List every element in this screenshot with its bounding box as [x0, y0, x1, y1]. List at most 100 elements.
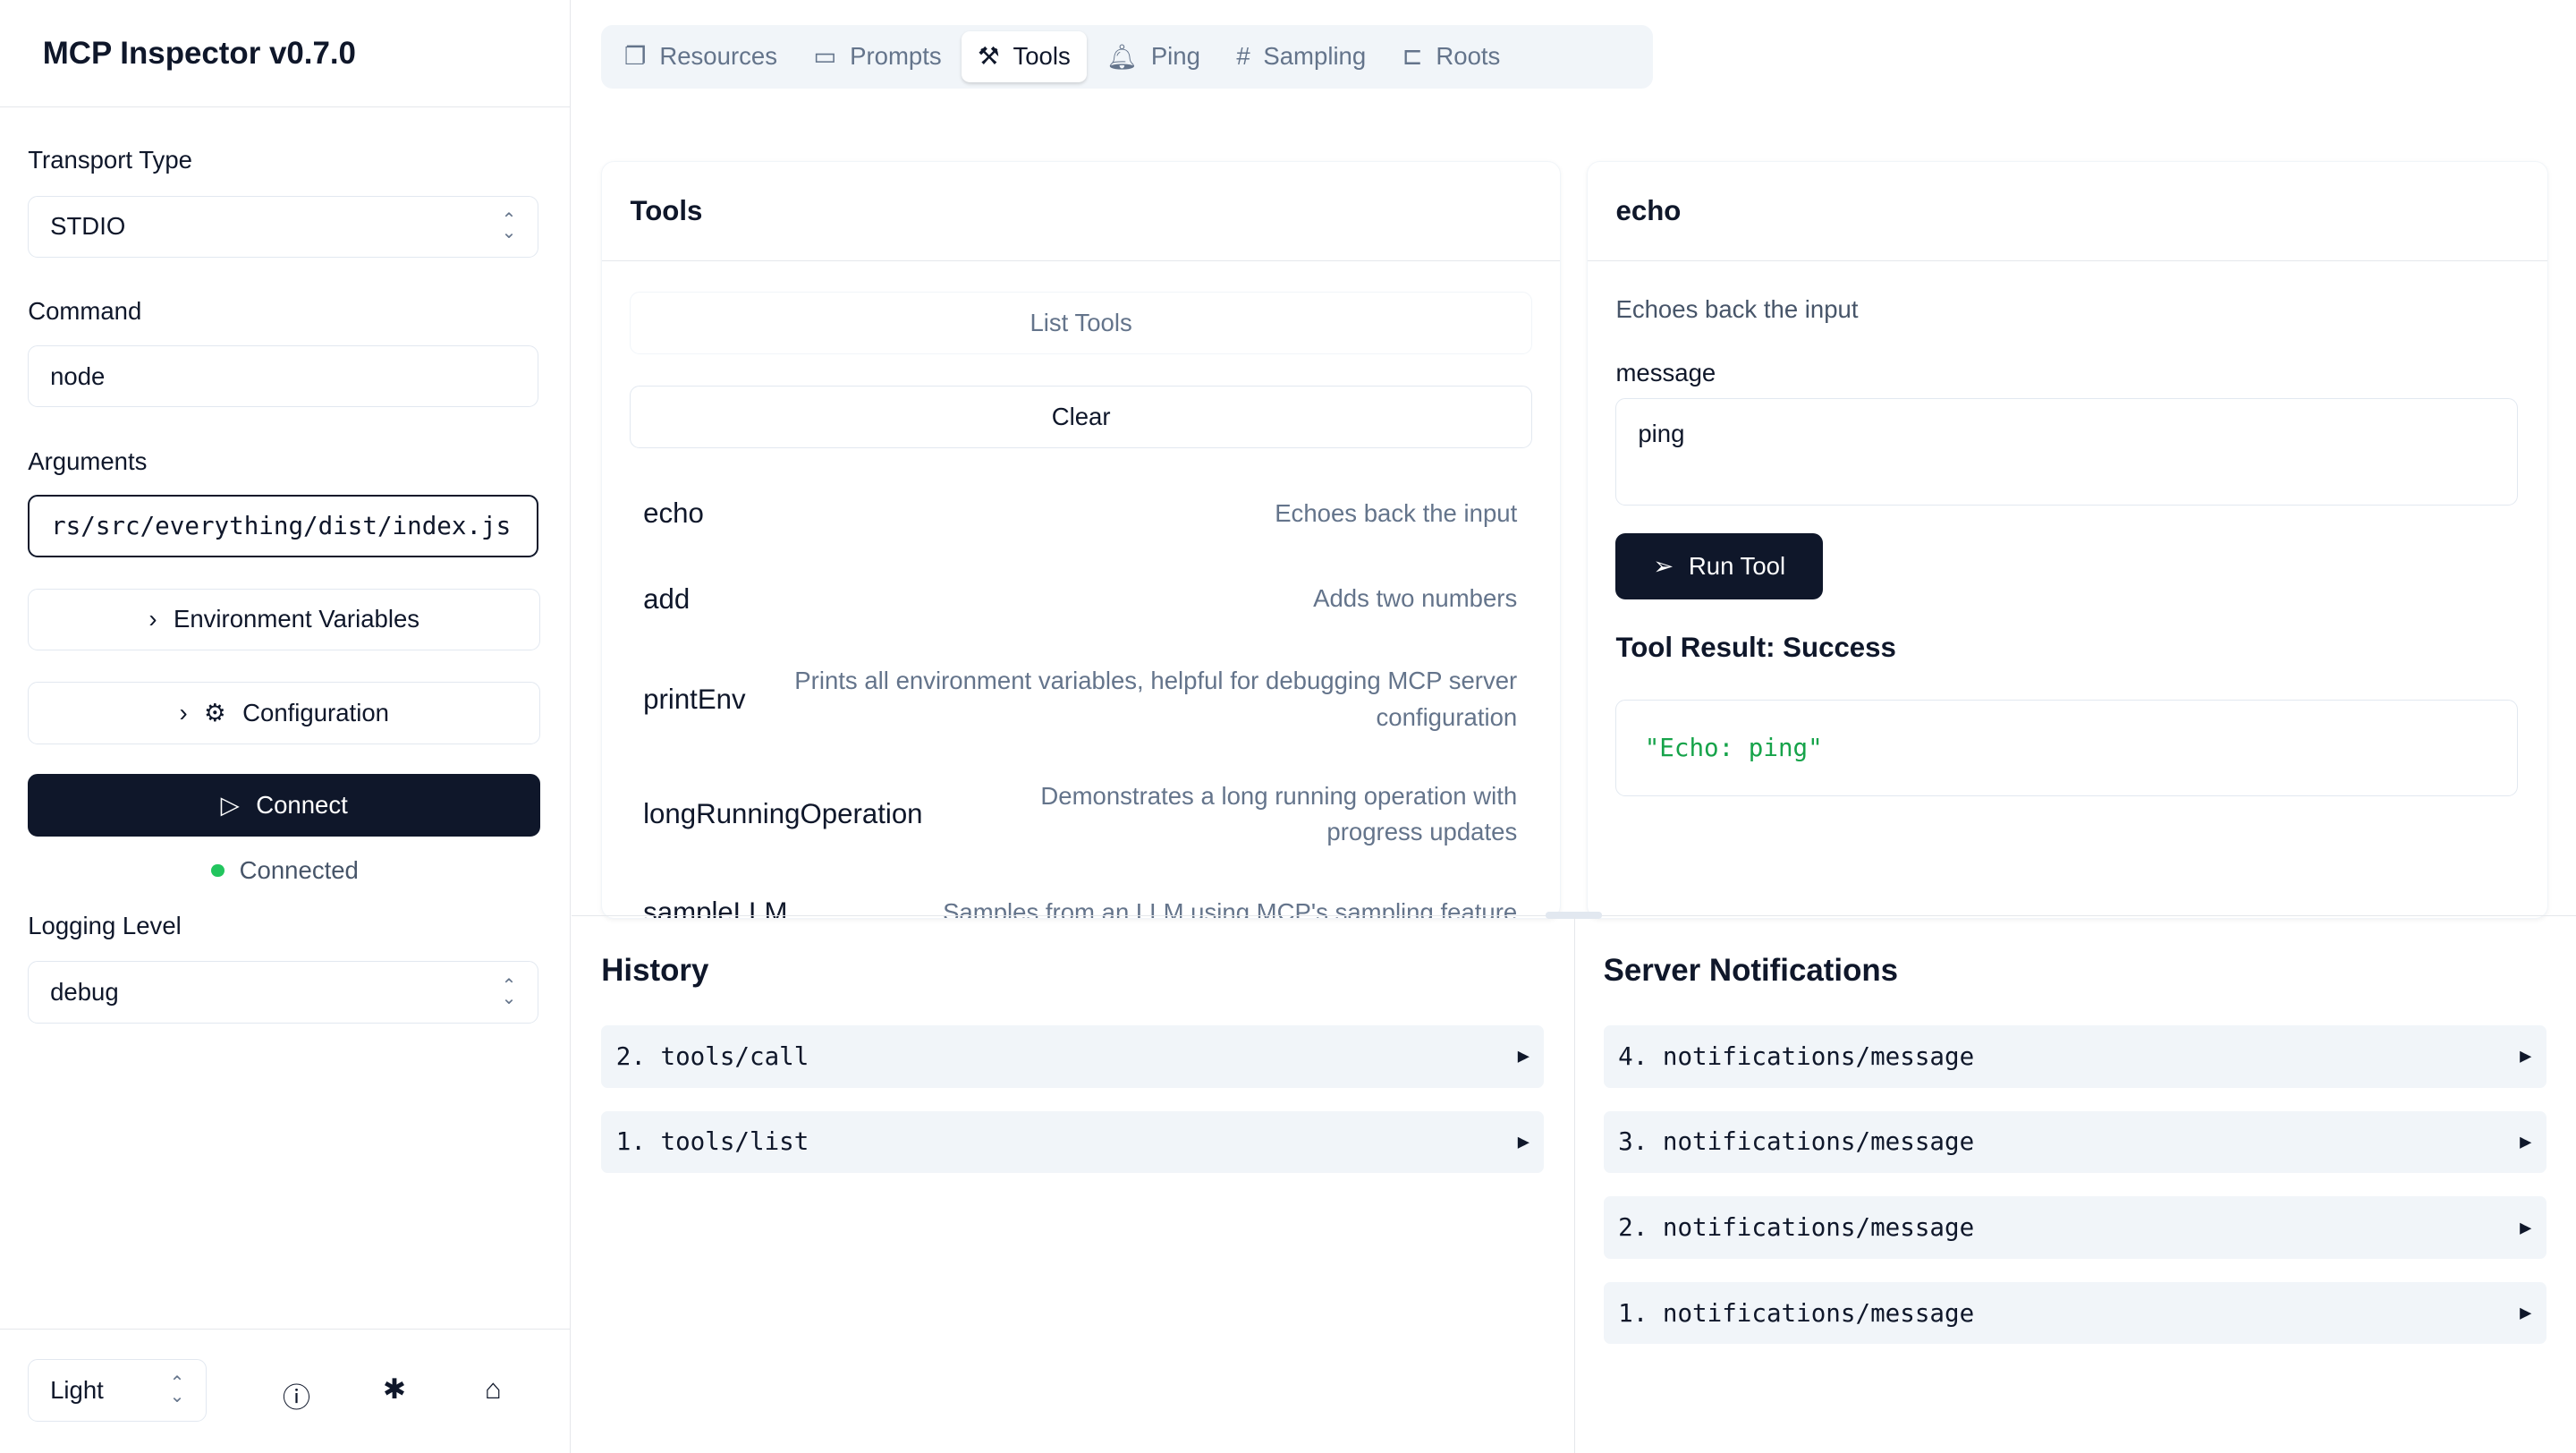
- tool-desc: Demonstrates a long running operation wi…: [1040, 781, 1518, 846]
- tab-bar: ❐ Resources ▭ Prompts ⚒ Tools 🔔︎ Ping # Sampl…: [601, 24, 1653, 89]
- command-label: Command: [28, 297, 142, 326]
- history-title: History: [601, 953, 709, 989]
- arguments-label: Arguments: [28, 446, 148, 475]
- config-label: Configuration: [242, 699, 389, 727]
- send-icon: ➢: [1653, 551, 1674, 580]
- tool-detail-title: echo: [1588, 162, 2547, 262]
- sidebar-footer: Light ⌃ ⌄ ⓘ ✱ ⌂: [0, 1328, 571, 1453]
- chevrons-icon: ⌃ ⌄: [501, 209, 517, 243]
- transport-select[interactable]: STDIO ⌃ ⌄: [28, 195, 539, 259]
- expand-arrow-icon: ▶: [2520, 1302, 2532, 1325]
- notifications-title: Server Notifications: [1603, 953, 1899, 989]
- theme-value: Light: [50, 1375, 104, 1404]
- play-icon: ▷: [220, 790, 240, 819]
- message-label: message: [1615, 359, 1716, 387]
- sidebar: MCP Inspector v0.7.0 Transport Type STDI…: [0, 0, 572, 1453]
- run-tool-button[interactable]: ➢ Run Tool: [1615, 533, 1823, 599]
- arguments-input[interactable]: rs/src/everything/dist/index.js: [28, 494, 539, 557]
- notification-label: 4. notifications/message: [1618, 1041, 1975, 1071]
- expand-arrow-icon: ▶: [1517, 1045, 1530, 1068]
- tab-prompts[interactable]: ▭ Prompts: [797, 31, 958, 82]
- notification-label: 1. notifications/message: [1618, 1298, 1975, 1328]
- bell-icon: 🔔︎: [1106, 42, 1139, 71]
- tool-result: "Echo: ping": [1615, 699, 2518, 796]
- chevron-right-icon: ›: [148, 605, 157, 633]
- tool-item[interactable]: add Adds two numbers: [643, 581, 1517, 616]
- files-icon: ❐: [623, 42, 647, 71]
- environment-variables-button[interactable]: › Environment Variables: [28, 588, 541, 651]
- env-label: Environment Variables: [173, 605, 420, 633]
- chevrons-icon: ⌃ ⌄: [501, 975, 517, 1009]
- tab-ping[interactable]: 🔔︎ Ping: [1090, 31, 1217, 82]
- tool-item[interactable]: echo Echoes back the input: [643, 496, 1517, 531]
- chevron-right-icon: ›: [179, 699, 188, 727]
- notification-item[interactable]: 1. notifications/message ▶: [1603, 1281, 2546, 1345]
- history-item[interactable]: 2. tools/call ▶: [601, 1025, 1545, 1088]
- hammer-icon: ⚒: [978, 42, 1000, 71]
- expand-arrow-icon: ▶: [2520, 1216, 2532, 1239]
- tool-desc: Prints all environment variables, helpfu…: [794, 667, 1518, 731]
- connection-status: Connected: [0, 856, 570, 885]
- notification-item[interactable]: 3. notifications/message ▶: [1603, 1110, 2546, 1174]
- tab-label: Ping: [1150, 42, 1200, 71]
- github-icon[interactable]: ⌂: [484, 1373, 502, 1406]
- configuration-button[interactable]: › ⚙ Configuration: [28, 682, 541, 744]
- tab-resources[interactable]: ❐ Resources: [608, 31, 794, 82]
- tab-label: Prompts: [850, 42, 942, 71]
- tool-desc: Adds two numbers: [1313, 584, 1518, 613]
- tab-sampling[interactable]: # Sampling: [1220, 31, 1383, 82]
- notification-item[interactable]: 4. notifications/message ▶: [1603, 1025, 2546, 1088]
- theme-select[interactable]: Light ⌃ ⌄: [28, 1358, 208, 1422]
- tool-description: Echoes back the input: [1615, 294, 1859, 323]
- tools-panel: Tools List Tools Clear echo Echoes back t…: [601, 160, 1561, 919]
- logging-value: debug: [50, 978, 119, 1007]
- tool-name: add: [643, 582, 691, 615]
- folder-tree-icon: ⊏: [1402, 42, 1423, 71]
- tool-name: echo: [643, 497, 704, 530]
- tab-label: Resources: [659, 42, 777, 71]
- tool-name: longRunningOperation: [643, 798, 923, 830]
- tool-detail-panel: echo Echoes back the input message ping …: [1587, 160, 2548, 919]
- status-text: Connected: [239, 855, 359, 884]
- logging-select[interactable]: debug ⌃ ⌄: [28, 961, 539, 1024]
- connect-button[interactable]: ▷ Connect: [28, 774, 541, 837]
- tool-result-title: Tool Result: Success: [1615, 632, 1896, 664]
- expand-arrow-icon: ▶: [2520, 1130, 2532, 1153]
- list-tools-button[interactable]: List Tools: [630, 292, 1532, 354]
- resize-handle[interactable]: [1546, 912, 1602, 919]
- history-item[interactable]: 1. tools/list ▶: [601, 1110, 1545, 1174]
- bug-icon[interactable]: ✱: [382, 1373, 407, 1406]
- tool-item[interactable]: sampleLLM Samples from an LLM using MCP's…: [643, 895, 1518, 919]
- transport-value: STDIO: [50, 212, 126, 241]
- tool-item[interactable]: longRunningOperation Demonstrates a long …: [643, 778, 1517, 851]
- help-icon[interactable]: ⓘ: [282, 1382, 311, 1415]
- tab-label: Tools: [1013, 42, 1071, 71]
- connect-label: Connect: [256, 790, 348, 819]
- notification-label: 3. notifications/message: [1618, 1127, 1975, 1157]
- notification-item[interactable]: 2. notifications/message ▶: [1603, 1196, 2546, 1259]
- transport-label: Transport Type: [28, 146, 192, 174]
- tools-title: Tools: [602, 162, 1560, 262]
- tool-item[interactable]: printEnv Prints all environment variables…: [643, 663, 1517, 735]
- panel-divider: [1573, 916, 1575, 1453]
- hash-icon: #: [1236, 42, 1250, 71]
- message-icon: ▭: [813, 42, 837, 71]
- notification-label: 2. notifications/message: [1618, 1213, 1975, 1242]
- tool-name: sampleLLM: [643, 896, 788, 919]
- history-label: 2. tools/call: [615, 1041, 809, 1071]
- gear-icon: ⚙: [204, 699, 226, 727]
- tool-desc: Samples from an LLM using MCP's sampling…: [943, 898, 1518, 919]
- tool-desc: Echoes back the input: [1275, 498, 1518, 527]
- command-input[interactable]: node: [28, 344, 539, 408]
- expand-arrow-icon: ▶: [1517, 1130, 1530, 1153]
- message-textarea[interactable]: ping: [1615, 398, 2518, 506]
- expand-arrow-icon: ▶: [2520, 1045, 2532, 1068]
- run-tool-label: Run Tool: [1688, 551, 1786, 580]
- tab-roots[interactable]: ⊏ Roots: [1385, 31, 1516, 82]
- app-title: MCP Inspector v0.7.0: [0, 0, 571, 108]
- status-dot-icon: [211, 863, 225, 878]
- tool-name: printEnv: [643, 683, 746, 715]
- clear-button[interactable]: Clear: [630, 385, 1532, 448]
- logging-label: Logging Level: [28, 912, 182, 940]
- tab-tools[interactable]: ⚒ Tools: [961, 30, 1088, 82]
